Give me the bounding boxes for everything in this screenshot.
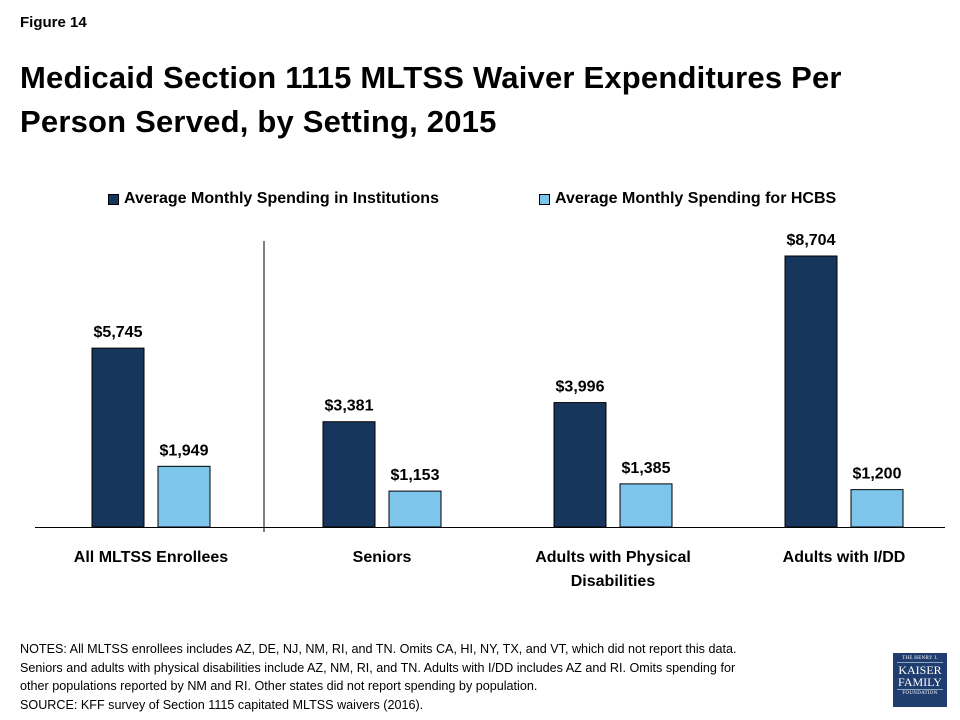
category-label-1: Seniors: [353, 549, 412, 566]
legend-item-institutions: Average Monthly Spending in Institutions: [108, 190, 439, 208]
bar-hcbs-1: [388, 490, 442, 528]
chart-title: Medicaid Section 1115 MLTSS Waiver Expen…: [20, 56, 920, 144]
kff-logo: THE HENRY J. KAISER FAMILY FOUNDATION: [893, 653, 947, 707]
data-label-hcbs-2: $1,385: [622, 460, 671, 477]
logo-line-2: KAISER: [898, 663, 942, 677]
category-label-2: Adults with Physical: [535, 549, 691, 566]
data-label-institutions-1: $3,381: [325, 398, 374, 415]
source-line: SOURCE: KFF survey of Section 1115 capit…: [20, 697, 424, 712]
notes-line-1: NOTES: All MLTSS enrollees includes AZ, …: [20, 642, 737, 656]
data-label-hcbs-1: $1,153: [391, 467, 440, 484]
bar-hcbs-2: [619, 483, 673, 528]
bar-institutions-1: [322, 421, 376, 528]
chart-title-line-1: Medicaid Section 1115 MLTSS Waiver Expen…: [20, 60, 842, 95]
legend-label-institutions: Average Monthly Spending in Institutions: [124, 190, 439, 207]
notes: NOTES: All MLTSS enrollees includes AZ, …: [20, 640, 870, 714]
notes-line-3: other populations reported by NM and RI.…: [20, 679, 538, 693]
chart-title-line-2: Person Served, by Setting, 2015: [20, 104, 497, 139]
legend-swatch-institutions: [108, 193, 119, 205]
bar-institutions-2: [553, 402, 607, 528]
data-label-hcbs-0: $1,949: [160, 442, 209, 459]
data-label-hcbs-3: $1,200: [853, 466, 902, 483]
bar-institutions-3: [784, 255, 838, 528]
bar-hcbs-0: [157, 465, 211, 528]
data-label-institutions-3: $8,704: [787, 232, 836, 249]
category-label-3: Adults with I/DD: [783, 549, 906, 566]
bar-hcbs-3: [850, 489, 904, 528]
data-label-institutions-0: $5,745: [94, 324, 143, 341]
logo-line-3: FAMILY: [898, 675, 942, 689]
data-label-institutions-2: $3,996: [556, 379, 605, 396]
logo-line-4: FOUNDATION: [897, 689, 943, 696]
category-label-0: All MLTSS Enrollees: [74, 549, 229, 566]
notes-line-2: Seniors and adults with physical disabil…: [20, 660, 736, 675]
figure-label: Figure 14: [20, 14, 87, 31]
legend: Average Monthly Spending in Institutions…: [0, 190, 960, 212]
bar-institutions-0: [91, 347, 145, 528]
legend-item-hcbs: Average Monthly Spending for HCBS: [539, 190, 836, 208]
legend-label-hcbs: Average Monthly Spending for HCBS: [555, 190, 837, 207]
category-label-2-line-2: Disabilities: [571, 573, 656, 590]
logo-line-1: THE HENRY J.: [897, 656, 943, 663]
legend-swatch-hcbs: [539, 193, 550, 205]
